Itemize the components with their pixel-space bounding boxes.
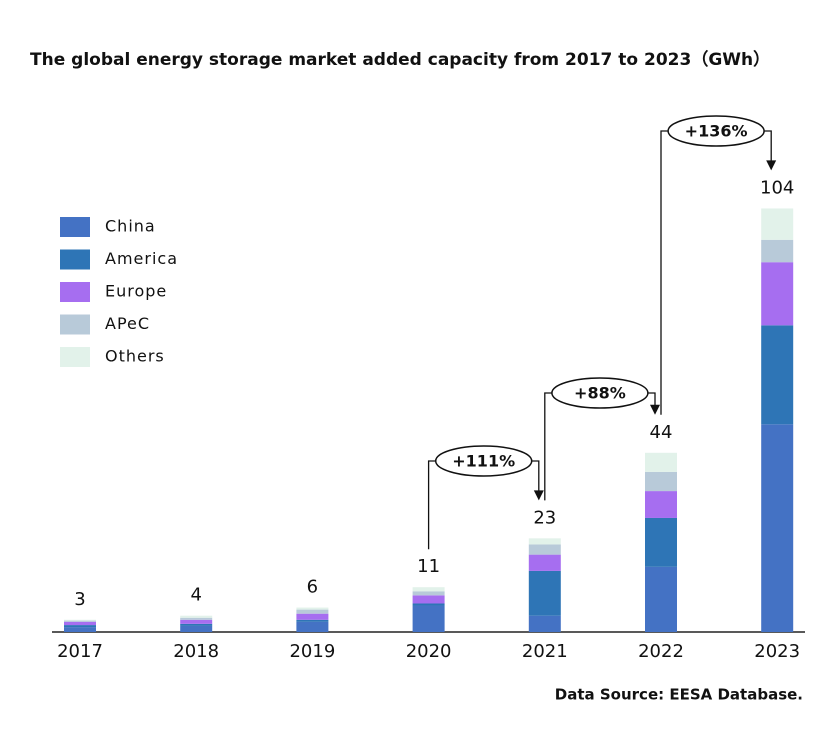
legend-label: China bbox=[105, 217, 156, 236]
x-tick-label: 2023 bbox=[754, 641, 800, 662]
bar-segment bbox=[412, 605, 445, 632]
bar-segment bbox=[64, 627, 96, 632]
legend-label: America bbox=[105, 249, 178, 268]
total-label: 104 bbox=[760, 177, 794, 198]
bar-segment bbox=[64, 620, 96, 622]
bar-segment bbox=[761, 325, 794, 425]
legend-swatch bbox=[60, 347, 90, 367]
bar-segment bbox=[761, 208, 794, 240]
annotation: +136% bbox=[685, 122, 748, 141]
x-tick-label: 2022 bbox=[638, 641, 684, 662]
bar-segment bbox=[180, 619, 213, 624]
legend-label: Europe bbox=[105, 282, 167, 301]
bar-segment bbox=[296, 621, 329, 632]
total-label: 23 bbox=[533, 507, 556, 528]
legend-swatch bbox=[60, 314, 90, 335]
bar-segment bbox=[412, 587, 445, 592]
bar-segment bbox=[412, 595, 445, 604]
bar-segment bbox=[761, 239, 794, 263]
arrowhead bbox=[766, 160, 777, 171]
bar-segment bbox=[645, 517, 677, 567]
bar-segment bbox=[645, 452, 677, 472]
bar-segment bbox=[296, 613, 329, 620]
annotation-oval bbox=[551, 377, 649, 409]
bar-segment bbox=[761, 262, 794, 326]
legend-swatch bbox=[60, 282, 90, 302]
bar-segment bbox=[528, 538, 561, 545]
source: Data Source: EESA Database. bbox=[555, 686, 803, 704]
x-tick-label: 2021 bbox=[522, 641, 568, 662]
annotation-oval bbox=[667, 115, 765, 147]
total-label: 4 bbox=[190, 585, 201, 606]
chart-title: The global energy storage market added c… bbox=[30, 49, 770, 70]
bar-segment bbox=[296, 609, 329, 614]
bar-segment bbox=[761, 424, 794, 632]
annotation: +88% bbox=[574, 384, 626, 403]
bar-segment bbox=[645, 566, 677, 632]
legend-swatch bbox=[60, 249, 90, 270]
arrowhead bbox=[650, 404, 660, 415]
bar-segment bbox=[296, 607, 329, 610]
total-label: 44 bbox=[650, 422, 673, 443]
annotation-oval bbox=[434, 445, 533, 477]
legend-swatch bbox=[60, 217, 90, 237]
bar-segment bbox=[180, 615, 213, 618]
bar-segment bbox=[645, 471, 677, 492]
x-tick-label: 2018 bbox=[173, 641, 219, 662]
annotation: +111% bbox=[452, 452, 515, 471]
bar-segment bbox=[180, 617, 213, 620]
bar-segment bbox=[64, 625, 96, 628]
bar-segment bbox=[412, 603, 445, 606]
x-tick-label: 2020 bbox=[406, 641, 452, 662]
bar-segment bbox=[180, 625, 213, 632]
x-tick-label: 2019 bbox=[289, 641, 335, 662]
total-label: 6 bbox=[307, 577, 318, 598]
total-label: 11 bbox=[417, 556, 440, 577]
bar-segment bbox=[528, 544, 561, 555]
bar-segment bbox=[645, 491, 677, 518]
legend-label: APeC bbox=[105, 314, 150, 333]
total-label: 3 bbox=[74, 589, 85, 610]
annotation-connector bbox=[544, 392, 656, 501]
bar-segment bbox=[528, 615, 561, 632]
x-tick-label: 2017 bbox=[57, 641, 103, 662]
bar-segment bbox=[64, 621, 96, 626]
bar-segment bbox=[528, 570, 561, 616]
bar-segment bbox=[296, 619, 329, 622]
bar-segment bbox=[528, 554, 561, 571]
legend-label: Others bbox=[105, 347, 165, 366]
bar-segment bbox=[64, 619, 96, 621]
bar-segment bbox=[412, 591, 445, 596]
arrowhead bbox=[533, 490, 544, 501]
bar-segment bbox=[180, 623, 213, 626]
annotation-connector bbox=[660, 130, 772, 415]
